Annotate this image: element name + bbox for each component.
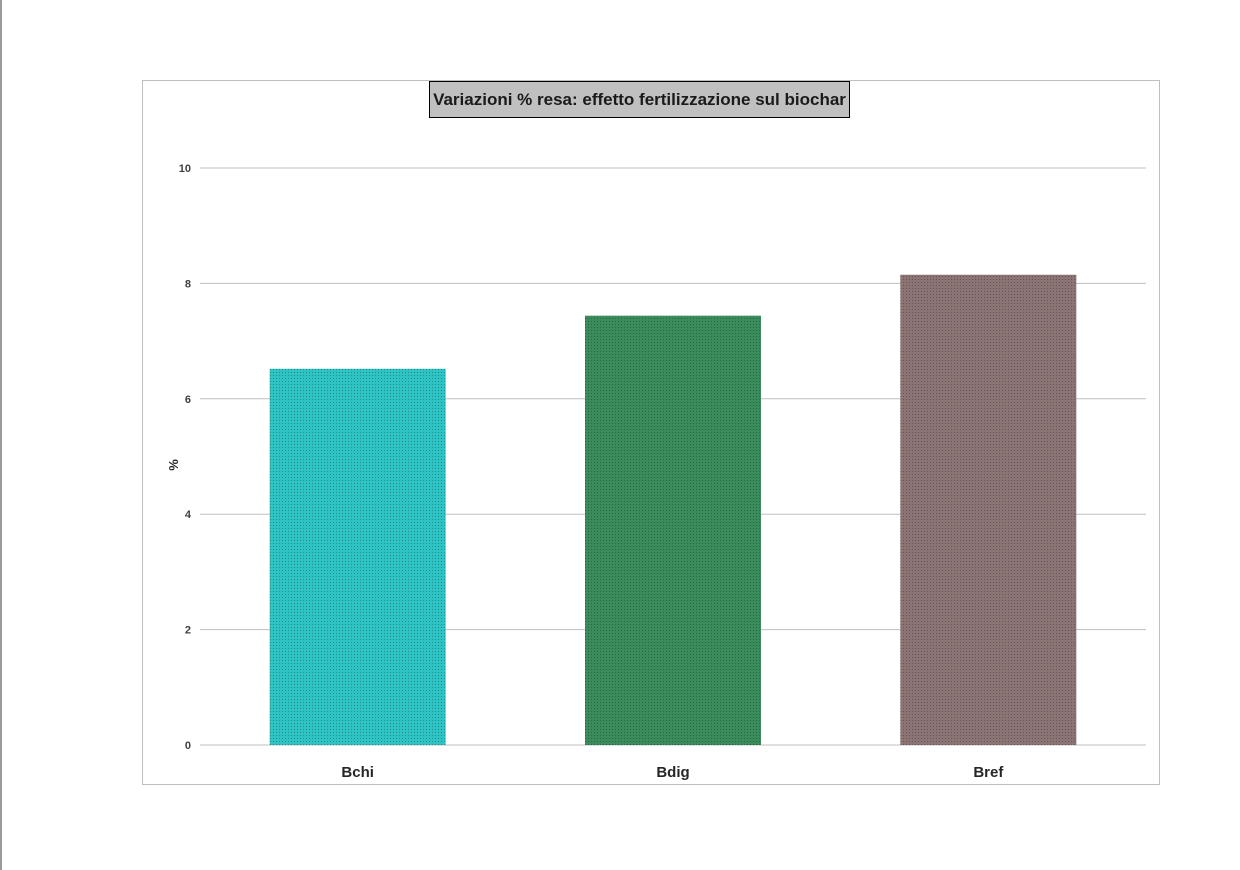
- y-tick-label: 8: [185, 278, 191, 290]
- x-category-label: Bref: [973, 764, 1004, 781]
- y-tick-label: 0: [185, 740, 191, 752]
- bar-texture-bdig: [585, 315, 761, 745]
- y-tick-label: 4: [185, 509, 192, 521]
- bars: [269, 274, 1077, 745]
- bar-texture-bref: [900, 274, 1077, 745]
- y-tick-label: 6: [185, 394, 191, 406]
- bar-texture-bchi: [269, 368, 446, 745]
- x-axis-category-labels: Bchi Bdig Bref: [341, 764, 1004, 781]
- y-tick-label: 2: [185, 625, 191, 637]
- y-tick-label: 10: [179, 163, 191, 175]
- y-axis-label: %: [166, 459, 181, 471]
- y-axis-tick-labels: 0 2 4 6 8 10: [179, 163, 192, 752]
- chart-title: Variazioni % resa: effetto fertilizzazio…: [429, 81, 850, 118]
- x-category-label: Bdig: [656, 764, 689, 781]
- x-category-label: Bchi: [341, 764, 374, 781]
- window-left-border: [0, 0, 2, 870]
